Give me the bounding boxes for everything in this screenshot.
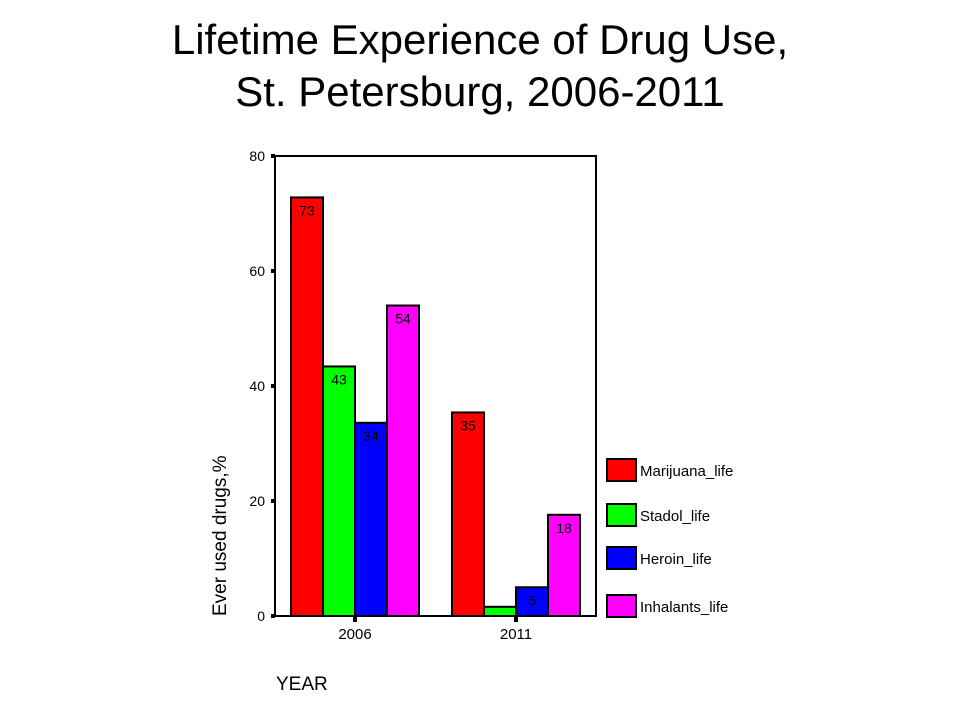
bar-data-label: 43 <box>331 371 347 387</box>
x-tick-mark <box>353 616 357 622</box>
bar <box>322 365 356 618</box>
legend-swatch <box>606 546 637 570</box>
y-tick-mark <box>271 499 275 503</box>
y-tick-label: 60 <box>249 263 265 279</box>
bar <box>547 513 581 617</box>
chart-title: Lifetime Experience of Drug Use, St. Pet… <box>0 14 960 118</box>
bar-data-label: 18 <box>556 520 572 536</box>
bar <box>515 586 549 617</box>
bar <box>483 605 517 617</box>
legend-swatch <box>606 503 637 527</box>
y-tick-mark <box>271 154 275 158</box>
bar-data-label: 73 <box>299 202 315 218</box>
bar-data-label: 35 <box>460 417 476 433</box>
x-tick-label: 2006 <box>338 626 371 643</box>
bar <box>290 196 324 617</box>
chart-title-line-2: St. Petersburg, 2006-2011 <box>235 68 725 115</box>
y-tick-mark <box>271 384 275 388</box>
y-tick-label: 20 <box>249 493 265 509</box>
legend-swatch <box>606 458 637 482</box>
y-tick-label: 40 <box>249 378 265 394</box>
y-axis-title: Ever used drugs,% <box>210 455 231 616</box>
y-tick-label: 0 <box>257 608 265 624</box>
bar <box>386 304 420 617</box>
legend-label: Marijuana_life <box>640 463 733 480</box>
bar <box>354 421 388 617</box>
legend-label: Stadol_life <box>640 508 710 525</box>
y-tick-label: 80 <box>249 148 265 164</box>
bar <box>451 411 485 618</box>
y-tick-mark <box>271 269 275 273</box>
x-tick-label: 2011 <box>500 626 532 643</box>
x-tick-mark <box>514 616 518 622</box>
legend-label: Heroin_life <box>640 551 712 568</box>
legend: Marijuana_life Stadol_life Heroin_life Inha… <box>606 458 733 618</box>
x-axis-title: YEAR <box>276 674 328 695</box>
bar-data-label: 54 <box>395 311 411 327</box>
legend-swatch <box>606 594 637 618</box>
plot-area: 0 20 40 60 80 73 43 34 54 2006 35 5 18 2011 <box>249 148 597 643</box>
bar-data-label: 34 <box>363 428 379 444</box>
legend-label: Inhalants_life <box>640 599 728 616</box>
bar-data-label: 5 <box>528 592 536 608</box>
chart-title-line-1: Lifetime Experience of Drug Use, <box>171 16 789 63</box>
y-tick-mark <box>271 614 275 618</box>
